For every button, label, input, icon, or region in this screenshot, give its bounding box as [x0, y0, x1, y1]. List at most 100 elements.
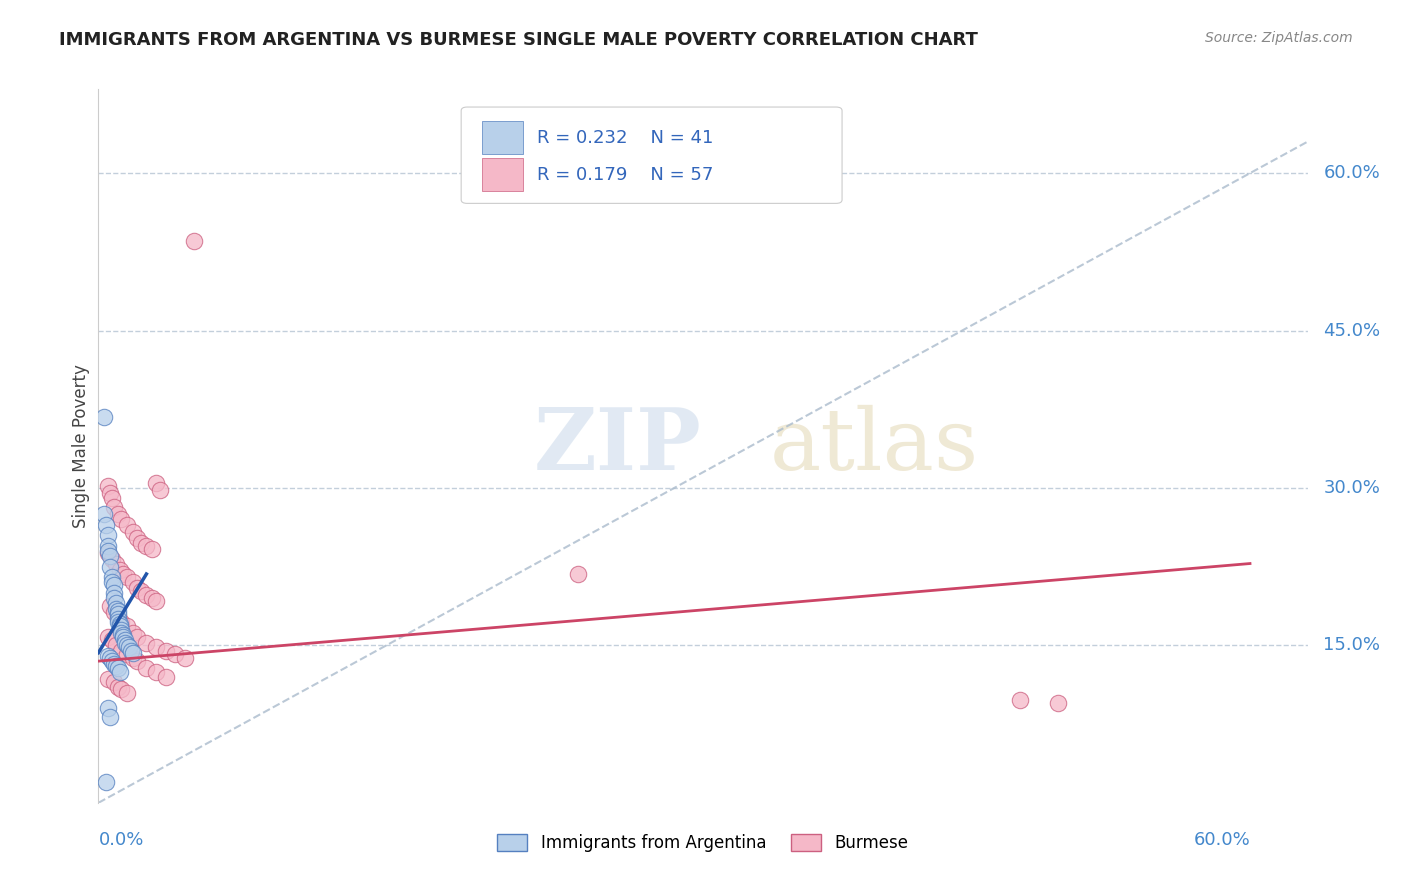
Point [115, 517, 138, 532]
Point [145, 594, 167, 608]
Point [141, 591, 163, 606]
Point [135, 588, 157, 602]
Point [567, 567, 589, 582]
Point [97, 539, 120, 553]
Point [129, 535, 152, 549]
Point [97, 528, 120, 542]
Point [94, 517, 117, 532]
Point [101, 570, 124, 584]
Point [104, 639, 127, 653]
FancyBboxPatch shape [461, 107, 842, 203]
Point [97, 648, 120, 663]
Point [107, 604, 129, 618]
Point [122, 646, 145, 660]
Point [112, 630, 135, 644]
Point [108, 665, 131, 679]
Point [120, 643, 142, 657]
Point [108, 619, 131, 633]
Point [104, 601, 127, 615]
Point [103, 605, 125, 619]
Point [145, 640, 167, 655]
Point [97, 479, 120, 493]
Point [125, 654, 148, 668]
Text: R = 0.179    N = 57: R = 0.179 N = 57 [537, 166, 714, 184]
Point [103, 591, 125, 606]
Point [107, 609, 129, 624]
Text: 45.0%: 45.0% [1323, 321, 1381, 340]
Text: R = 0.232    N = 41: R = 0.232 N = 41 [537, 128, 714, 146]
FancyBboxPatch shape [482, 121, 523, 154]
Point [104, 659, 127, 673]
Point [145, 665, 167, 679]
Point [112, 628, 135, 642]
Point [110, 512, 132, 526]
Point [98, 599, 121, 613]
Point [97, 544, 120, 558]
Point [173, 651, 195, 665]
Point [110, 615, 132, 630]
Point [1008, 693, 1031, 707]
Point [1047, 696, 1070, 710]
Point [107, 507, 129, 521]
Point [155, 643, 177, 657]
Text: 60.0%: 60.0% [1194, 831, 1250, 849]
Point [97, 701, 120, 715]
Point [122, 651, 145, 665]
Point [122, 625, 145, 640]
Point [108, 617, 131, 632]
Point [108, 563, 131, 577]
Point [101, 491, 124, 506]
Point [98, 559, 121, 574]
Text: Source: ZipAtlas.com: Source: ZipAtlas.com [1205, 31, 1353, 45]
Text: 30.0%: 30.0% [1323, 479, 1381, 497]
Legend: Immigrants from Argentina, Burmese: Immigrants from Argentina, Burmese [491, 827, 915, 859]
Point [107, 612, 129, 626]
Point [165, 647, 187, 661]
Point [115, 570, 138, 584]
Point [122, 575, 145, 590]
Point [101, 633, 124, 648]
Point [122, 524, 145, 539]
Point [110, 625, 132, 640]
Point [115, 639, 138, 653]
Point [107, 615, 129, 630]
Point [97, 630, 120, 644]
Point [155, 670, 177, 684]
Point [103, 657, 125, 672]
Point [101, 552, 124, 566]
Point [98, 486, 121, 500]
Point [125, 581, 148, 595]
Point [115, 647, 138, 661]
Point [107, 681, 129, 695]
Point [135, 636, 157, 650]
Point [125, 532, 148, 546]
Point [98, 549, 121, 564]
Point [110, 643, 132, 657]
Text: 0.0%: 0.0% [98, 831, 143, 849]
Point [94, 774, 117, 789]
Y-axis label: Single Male Poverty: Single Male Poverty [72, 364, 90, 528]
Point [103, 675, 125, 690]
Text: IMMIGRANTS FROM ARGENTINA VS BURMESE SINGLE MALE POVERTY CORRELATION CHART: IMMIGRANTS FROM ARGENTINA VS BURMESE SIN… [59, 31, 979, 49]
Point [149, 483, 172, 497]
Point [110, 623, 132, 637]
Point [114, 636, 136, 650]
Point [103, 500, 125, 514]
Point [110, 682, 132, 697]
Point [97, 546, 120, 560]
Text: 60.0%: 60.0% [1323, 164, 1381, 182]
Point [93, 409, 115, 424]
Point [101, 654, 124, 668]
Text: atlas: atlas [769, 404, 979, 488]
Point [107, 661, 129, 675]
Point [115, 685, 138, 699]
Point [135, 539, 157, 553]
FancyBboxPatch shape [482, 159, 523, 191]
Point [114, 633, 136, 648]
Point [183, 235, 205, 249]
Point [98, 710, 121, 724]
Point [107, 607, 129, 621]
Point [101, 575, 124, 590]
Point [103, 577, 125, 591]
Point [135, 661, 157, 675]
